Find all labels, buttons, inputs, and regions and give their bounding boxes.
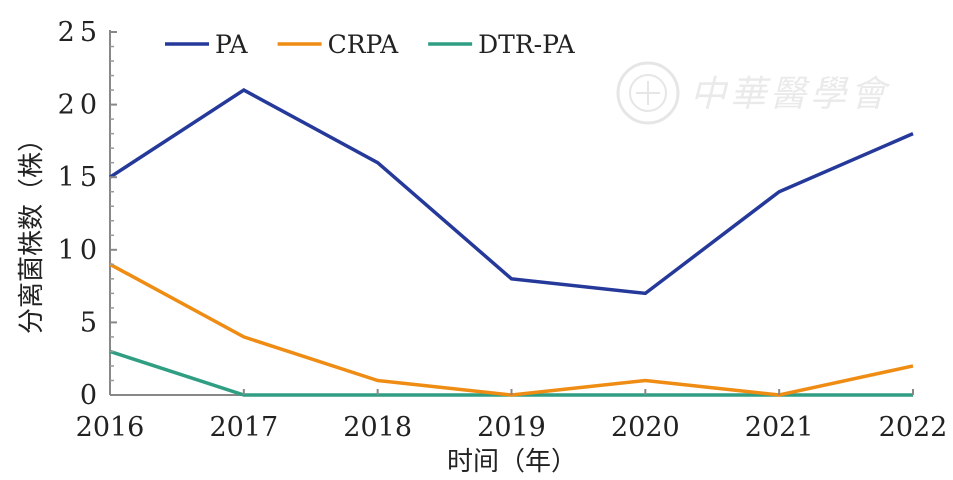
watermark-logo: 中華醫學會 xyxy=(616,61,891,125)
x-tick-label: 2016 xyxy=(76,412,145,443)
x-tick-label: 2021 xyxy=(745,412,814,443)
ticks-layer: 0 5 10 15 20 25 2016 2017 2018 2019 2020 2021 2022 xyxy=(58,17,948,443)
y-tick-label: 5 xyxy=(80,307,102,338)
x-tick-label: 2018 xyxy=(343,412,412,443)
legend-label: PA xyxy=(215,30,249,59)
legend-label: CRPA xyxy=(328,30,399,59)
legend: PA CRPA DTR-PA xyxy=(165,30,576,59)
y-tick-label: 10 xyxy=(58,235,102,266)
x-tick-label: 2020 xyxy=(611,412,680,443)
y-tick-label: 25 xyxy=(58,17,102,48)
watermark-text: 中華醫學會 xyxy=(690,74,891,115)
x-axis-title: 时间（年） xyxy=(447,447,577,477)
watermark-seal-cross-icon xyxy=(636,81,660,105)
series-layer xyxy=(109,88,914,397)
watermark-seal-icon xyxy=(616,61,680,125)
y-tick-label: 20 xyxy=(58,90,102,121)
x-tick-label: 2022 xyxy=(879,412,948,443)
legend-label: DTR-PA xyxy=(478,30,576,59)
series-line-pa xyxy=(109,88,914,296)
series-line-crpa xyxy=(109,262,914,397)
y-tick-label: 0 xyxy=(80,380,102,411)
x-tick-label: 2019 xyxy=(477,412,546,443)
series-line-dtr-pa xyxy=(109,349,913,397)
y-tick-label: 15 xyxy=(58,162,102,193)
watermark-seal-inner-icon xyxy=(629,74,667,112)
y-axis-title: 分离菌株数（株） xyxy=(17,126,47,334)
x-tick-label: 2017 xyxy=(209,412,278,443)
